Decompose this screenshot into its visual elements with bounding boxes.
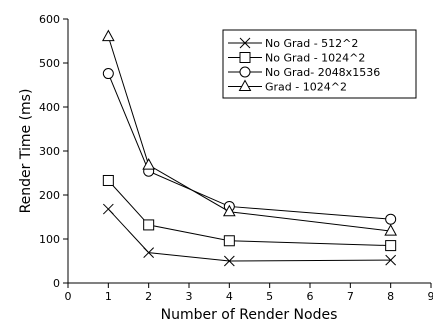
- series-0: [102, 203, 397, 267]
- legend-entry: Grad - 1024^2: [228, 79, 347, 94]
- y-axis-title: Render Time (ms): [18, 89, 34, 214]
- series-3: [101, 29, 398, 236]
- data-point: [143, 219, 155, 231]
- data-point: [385, 254, 397, 266]
- y-tick-label: 400: [39, 101, 60, 114]
- x-ticks: 0 1 2 3 4 5 6 7 8 9: [65, 283, 433, 303]
- x-tick-label: 8: [387, 290, 394, 303]
- y-tick-label: 500: [39, 57, 60, 70]
- legend-marker: [239, 66, 251, 78]
- y-tick-label: 200: [39, 189, 60, 202]
- y-tick-label: 0: [53, 277, 60, 290]
- legend-entry: No Grad - 512^2: [228, 37, 358, 50]
- x-tick-label: 2: [145, 290, 152, 303]
- x-axis-title: Number of Render Nodes: [161, 307, 338, 323]
- series-line: [107, 180, 391, 247]
- y-tick-label: 600: [39, 13, 60, 26]
- series-line: [107, 208, 391, 262]
- data-point: [223, 255, 235, 267]
- legend-marker: [239, 37, 251, 49]
- y-ticks: 0 100 200 300 400 500 600: [39, 13, 68, 290]
- series-group: [101, 29, 398, 267]
- x-tick-label: 7: [347, 290, 354, 303]
- x-tick-label: 6: [307, 290, 314, 303]
- legend-label: Grad - 1024^2: [265, 81, 347, 94]
- legend-entry: No Grad - 1024^2: [228, 52, 365, 65]
- data-point: [102, 68, 114, 80]
- data-point: [384, 224, 398, 236]
- legend: No Grad - 512^2 No Grad - 1024^2 No Grad-…: [222, 29, 417, 99]
- x-tick-label: 3: [186, 290, 193, 303]
- legend-marker: [239, 52, 251, 63]
- x-tick-label: 0: [65, 290, 72, 303]
- x-tick-label: 4: [226, 290, 233, 303]
- series-line: [107, 36, 391, 232]
- legend-label: No Grad - 1024^2: [265, 52, 365, 65]
- x-tick-label: 5: [266, 290, 273, 303]
- data-point: [102, 174, 114, 186]
- legend-label: No Grad - 512^2: [265, 37, 358, 50]
- x-tick-label: 9: [428, 290, 433, 303]
- legend-entry: No Grad- 2048x1536: [228, 66, 380, 79]
- data-point: [385, 213, 397, 225]
- legend-entries: No Grad - 512^2 No Grad - 1024^2 No Grad-…: [228, 37, 380, 94]
- legend-label: No Grad- 2048x1536: [265, 66, 380, 79]
- y-axis: 0 100 200 300 400 500 600 Render Time (ms): [18, 13, 69, 290]
- data-point: [143, 247, 155, 258]
- series-1: [102, 174, 397, 252]
- x-tick-label: 1: [105, 290, 112, 303]
- data-point: [142, 158, 156, 170]
- data-point: [101, 29, 115, 42]
- legend-marker: [238, 79, 252, 91]
- data-point: [385, 240, 397, 252]
- x-axis: 0 1 2 3 4 5 6 7 8 9 Number of Render Nodes: [65, 282, 433, 323]
- data-point: [222, 204, 236, 217]
- y-tick-label: 100: [39, 233, 60, 246]
- data-point: [223, 235, 235, 247]
- data-point: [102, 203, 114, 215]
- y-tick-label: 300: [39, 145, 60, 158]
